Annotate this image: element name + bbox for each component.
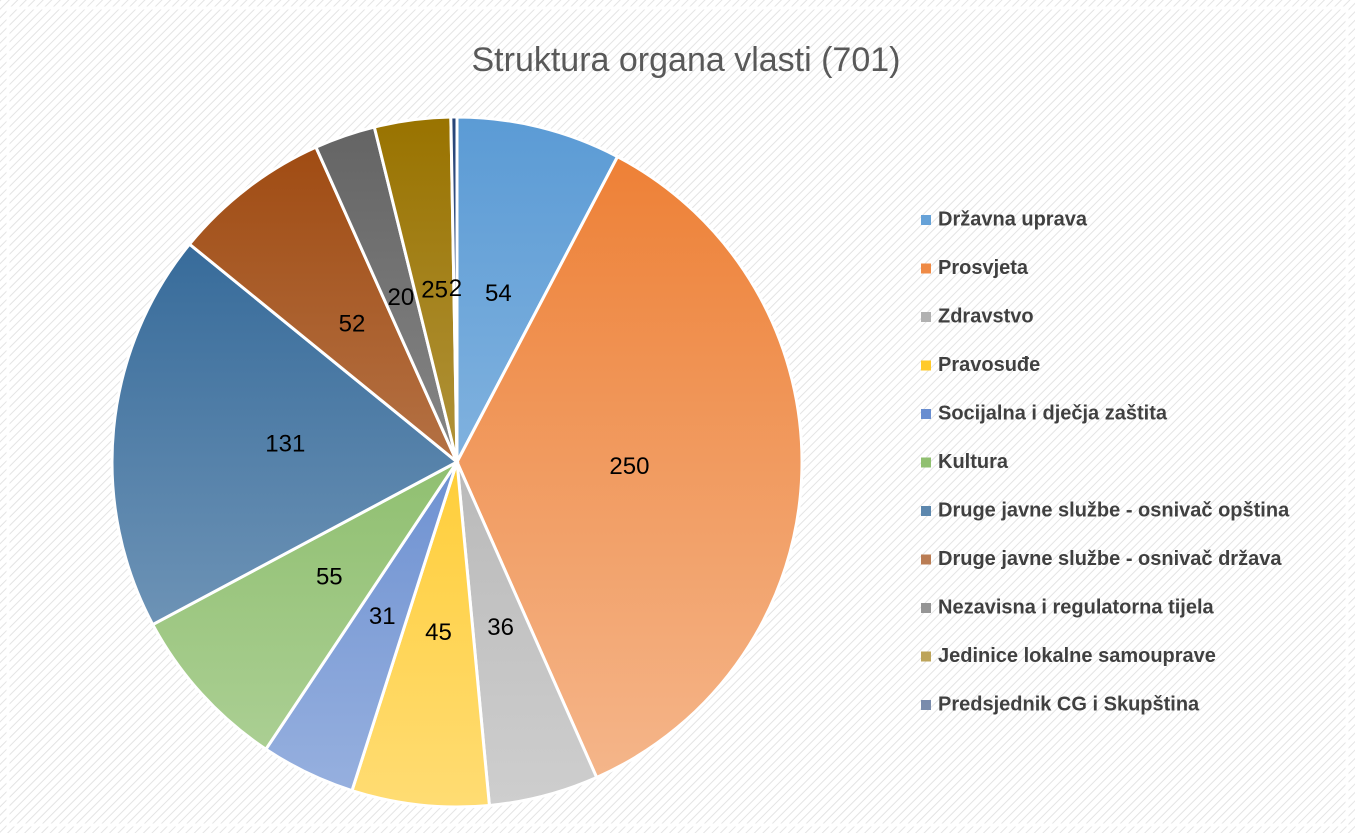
legend-label: Jedinice lokalne samouprave [938, 645, 1216, 667]
legend-swatch [921, 651, 931, 662]
legend-swatch [921, 506, 931, 516]
legend-label: Predsjednik CG i Skupština [938, 693, 1200, 715]
pie-slice [110, 242, 460, 627]
legend-label: Kultura [938, 451, 1009, 473]
pie-slice [150, 460, 459, 752]
data-label: 45 [425, 619, 452, 646]
pie-slice [187, 145, 459, 464]
data-label: 25 [421, 276, 448, 303]
pie-slice [350, 461, 492, 809]
data-label: 20 [387, 284, 414, 311]
legend-label: Zdravstvo [938, 305, 1034, 327]
legend-swatch [921, 554, 931, 565]
legend-swatch [921, 263, 931, 274]
chart-border [6, 6, 1349, 827]
legend-label: Državna uprava [938, 208, 1088, 230]
legend-swatch [921, 700, 931, 710]
legend-label: Socijalna i dječja zaštita [938, 402, 1168, 424]
legend-swatch [921, 360, 931, 371]
legend-swatch [921, 215, 931, 225]
data-label: 250 [609, 453, 649, 480]
data-label: 52 [339, 310, 366, 337]
pie-slice [455, 154, 804, 780]
legend-label: Druge javne službe - osnivač opština [938, 499, 1290, 521]
chart-title: Struktura organa vlasti (701) [472, 41, 901, 79]
data-label: 131 [265, 431, 305, 458]
data-label: 55 [316, 563, 343, 590]
legend-swatch [921, 409, 931, 419]
legend-swatch [921, 312, 931, 322]
pie-slice [455, 115, 620, 463]
legend-label: Prosvjeta [938, 257, 1029, 279]
legend-label: Pravosuđe [938, 354, 1040, 376]
legend-label: Nezavisna i regulatorna tijela [938, 596, 1215, 618]
legend-label: Druge javne službe - osnivač država [938, 548, 1282, 570]
pie-slice [449, 115, 459, 463]
legend-swatch [921, 603, 931, 613]
legend-swatch [921, 457, 931, 468]
data-label: 2 [449, 275, 462, 302]
data-label: 54 [485, 280, 512, 307]
data-label: 31 [369, 603, 396, 630]
data-label: 36 [487, 614, 514, 641]
